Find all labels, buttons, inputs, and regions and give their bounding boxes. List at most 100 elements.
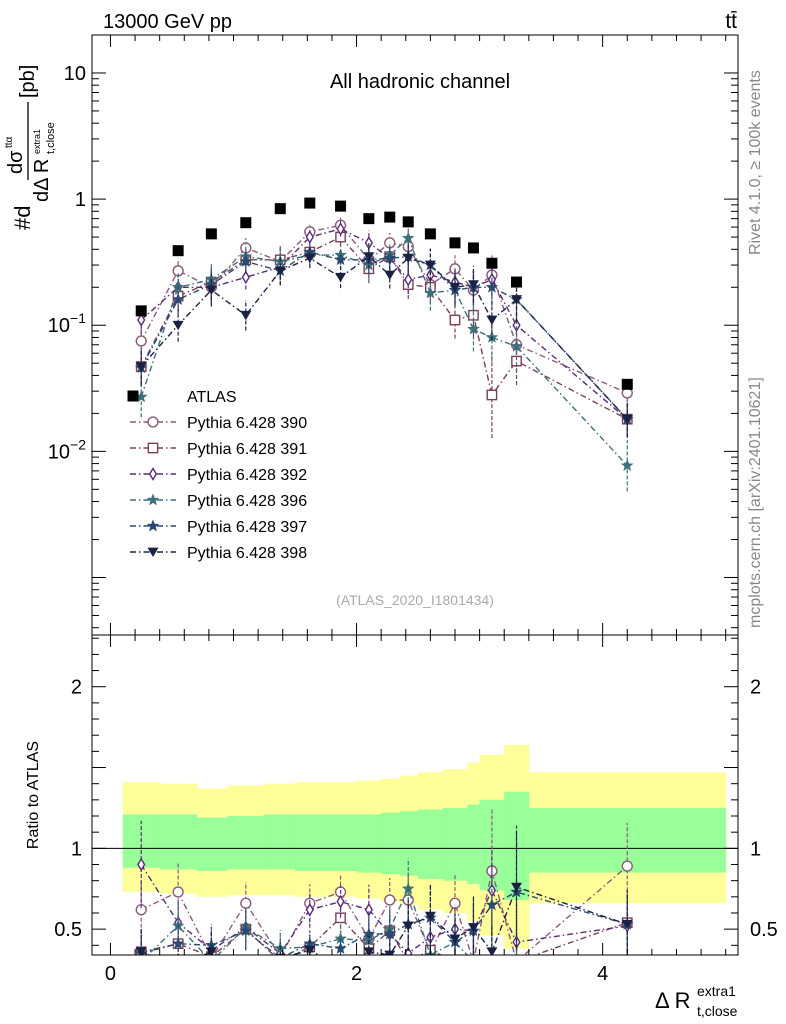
svg-text:[pb]: [pb] <box>17 65 39 98</box>
ratio-y-tick-label-right: 2 <box>750 677 761 699</box>
ratio-point <box>240 975 251 984</box>
data-point <box>486 315 498 325</box>
atlas-data-point <box>304 197 316 209</box>
green-band-segment <box>196 817 228 871</box>
ratio-panel-markers <box>134 808 634 984</box>
ratio-panel: 0 2 4 0.5 0.5 1 1 2 2 <box>54 634 778 985</box>
legend-marker <box>146 493 160 506</box>
legend-item-391: Pythia 6.428 391 <box>130 441 307 458</box>
ratio-point <box>450 957 459 966</box>
legend-label: Pythia 6.428 392 <box>187 467 307 484</box>
svg-text:dΔ R: dΔ R <box>31 159 53 202</box>
legend-label: Pythia 6.428 391 <box>187 441 307 458</box>
ratio-point <box>511 882 523 893</box>
ratio-series-line <box>140 864 628 955</box>
data-point <box>424 286 437 299</box>
series-390 <box>135 217 633 408</box>
ratio-series-line <box>146 886 469 955</box>
ratio-point <box>172 886 184 898</box>
ratio-series-398 <box>135 825 633 984</box>
ratio-point <box>173 962 184 971</box>
green-band-segment <box>442 807 468 881</box>
data-point <box>274 266 286 276</box>
svg-text:t,close: t,close <box>697 1003 738 1019</box>
data-point <box>621 414 633 425</box>
data-point <box>449 314 461 326</box>
channel-title: All hadronic channel <box>330 71 510 93</box>
ratio-point <box>485 898 499 911</box>
ratio-y-tick-label: 1 <box>71 838 82 860</box>
ratio-point <box>516 954 517 955</box>
svg-text:extra1: extra1 <box>697 983 736 999</box>
green-band-segment <box>381 812 401 875</box>
ratio-point <box>473 954 474 955</box>
data-point <box>512 318 521 333</box>
atlas-data-point <box>274 203 286 215</box>
ratio-point <box>137 857 146 872</box>
ratio-point <box>363 947 375 955</box>
ratio-y-tick-label: 2 <box>71 677 82 699</box>
ratio-series-line <box>141 916 628 955</box>
legend-label: Pythia 6.428 390 <box>187 415 307 432</box>
process-label: tt̄ <box>725 10 737 33</box>
data-point <box>241 270 250 285</box>
green-band-segment <box>295 814 327 871</box>
svg-text:dσ: dσ <box>5 150 27 174</box>
atlas-data-point <box>486 257 498 269</box>
legend-marker <box>146 519 160 532</box>
data-point <box>135 362 147 372</box>
ratio-point <box>486 947 498 955</box>
atlas-data-point <box>621 378 633 390</box>
data-point <box>304 253 316 264</box>
legend-label: ATLAS <box>187 389 237 406</box>
ratio-point <box>135 947 147 955</box>
ratio-uncertainty-bands <box>122 744 727 949</box>
green-band-segment <box>227 816 265 870</box>
data-point <box>485 280 499 293</box>
legend-item-392: Pythia 6.428 392 <box>130 467 307 484</box>
ratio-point <box>384 950 396 955</box>
y-tick-label: 10 <box>64 63 86 85</box>
ratio-point <box>364 902 373 917</box>
data-point <box>334 253 347 266</box>
data-point <box>510 339 523 352</box>
legend-marker <box>147 416 159 428</box>
ratio-point <box>401 882 415 895</box>
x-tick-label: 2 <box>351 963 362 985</box>
ratio-point <box>336 894 345 909</box>
series-line <box>140 224 628 394</box>
legend-item-atlas: ATLAS <box>127 389 237 406</box>
data-point <box>171 292 185 305</box>
series-line <box>140 237 628 467</box>
data-point <box>137 313 146 327</box>
legend-marker <box>147 547 159 557</box>
ratio-point <box>512 957 521 966</box>
ratio-point <box>402 921 414 931</box>
series-391 <box>135 228 633 439</box>
atlas-data-point <box>384 211 396 223</box>
green-band-segment <box>264 814 296 870</box>
atlas-data-point <box>335 200 347 212</box>
ratio-point <box>171 937 185 950</box>
atlas-data-point <box>511 276 523 288</box>
data-point <box>467 280 479 290</box>
atlas-data-point <box>424 228 436 240</box>
ratio-point <box>627 954 628 955</box>
ratio-series-line <box>140 886 628 955</box>
data-point <box>239 254 253 267</box>
green-band-segment <box>356 814 382 873</box>
data-point <box>511 295 523 305</box>
ratio-point <box>276 957 285 966</box>
ratio-y-tick-label: 0.5 <box>54 919 82 941</box>
data-point <box>383 251 397 264</box>
ratio-point <box>621 860 633 872</box>
ratio-point <box>469 957 478 966</box>
data-point <box>620 459 634 472</box>
legend-item-398: Pythia 6.428 398 <box>130 545 307 562</box>
y-tick-label: 10−1 <box>48 310 86 337</box>
data-point <box>401 231 415 244</box>
analysis-watermark: (ATLAS_2020_I1801434) <box>336 592 494 608</box>
ratio-series-line <box>141 891 628 955</box>
ratio-point <box>467 923 479 933</box>
